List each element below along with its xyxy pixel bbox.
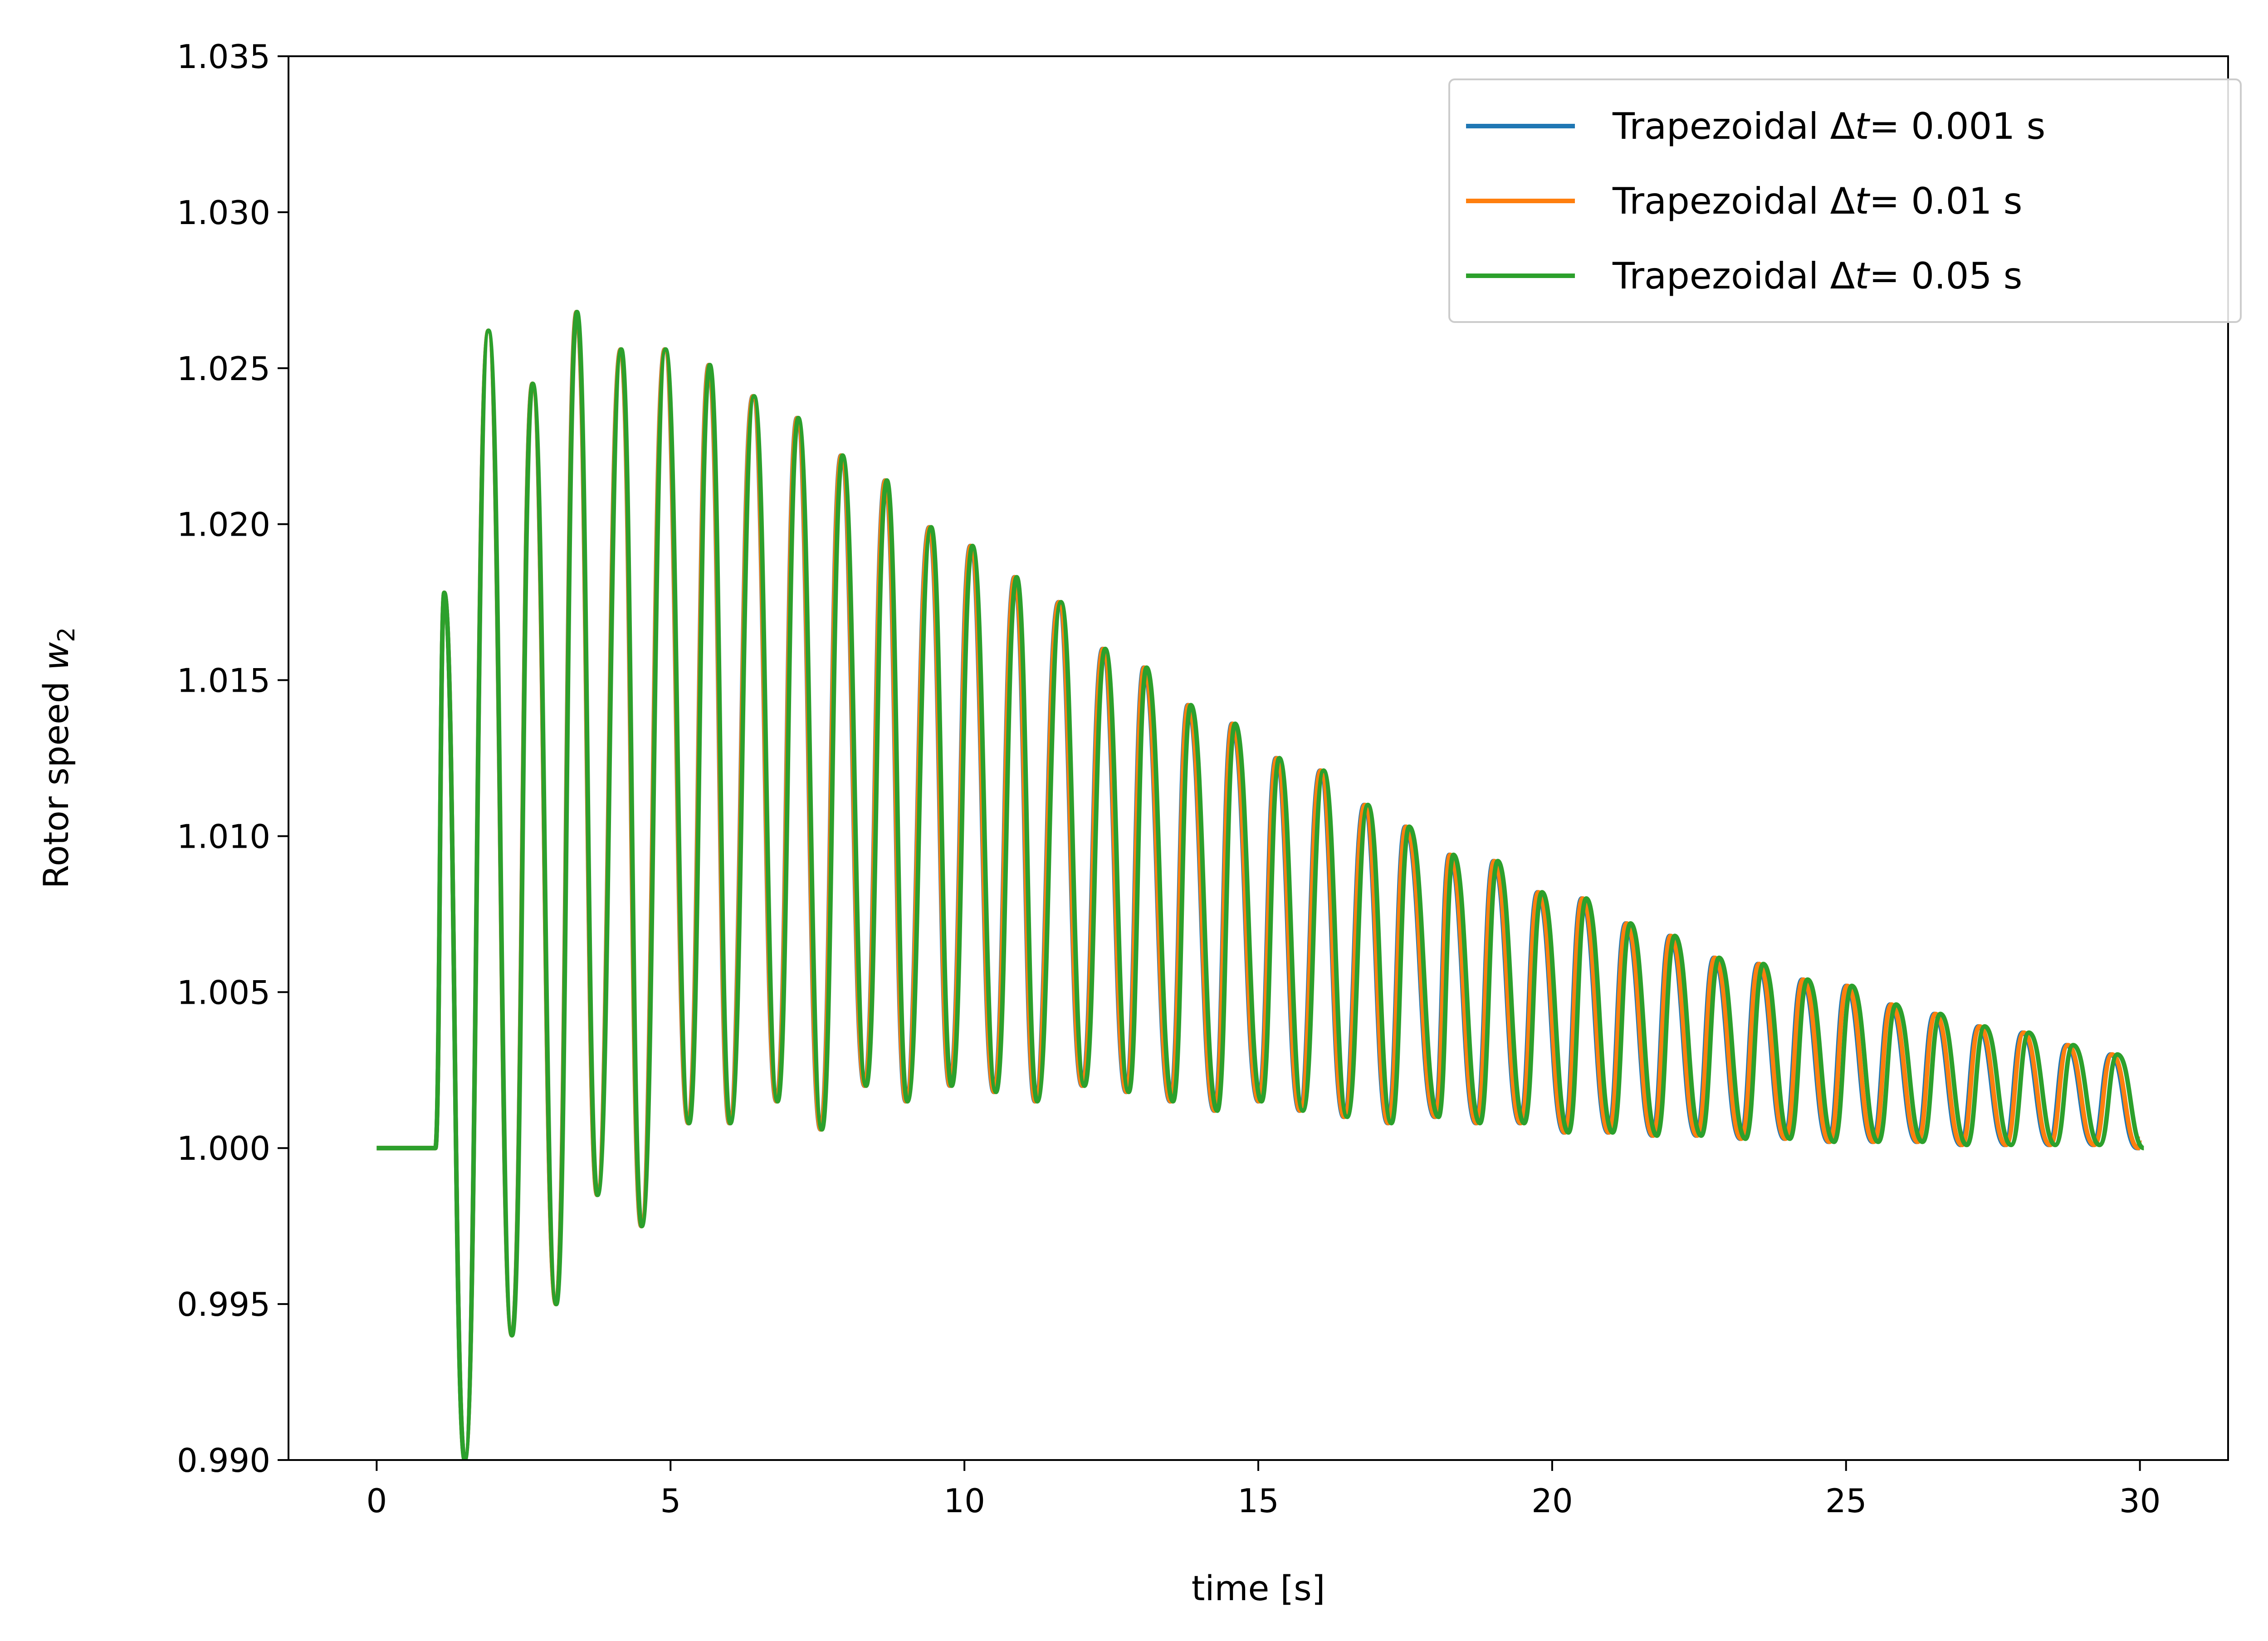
y-axis-label-variable: w — [36, 642, 76, 670]
x-tick-label: 25 — [1825, 1482, 1867, 1520]
legend-label-2: Trapezoidal Δt= 0.01 s — [1612, 180, 2022, 222]
y-axis-label-prefix: Rotor speed — [36, 670, 76, 889]
x-axis-label: time [s] — [1192, 1568, 1325, 1608]
legend: Trapezoidal Δt= 0.001 s Trapezoidal Δt= 0… — [1448, 78, 2242, 323]
x-tick-label: 15 — [1237, 1482, 1279, 1520]
y-axis-label: Rotor speed w2 — [36, 627, 80, 889]
legend-box — [1448, 78, 2242, 323]
y-axis-label-subscript: 2 — [53, 627, 80, 642]
x-tick-label: 0 — [366, 1482, 387, 1520]
y-tick-label: 1.020 — [177, 506, 270, 544]
x-tick-label: 10 — [943, 1482, 985, 1520]
y-tick-label: 1.015 — [177, 662, 270, 700]
series-line-3 — [376, 310, 2145, 1460]
y-tick-label: 1.035 — [177, 38, 270, 76]
y-tick-label: 1.010 — [177, 817, 270, 855]
series-layer — [376, 310, 2145, 1460]
x-axis: 0 5 10 15 20 25 30 — [366, 1460, 2160, 1520]
x-tick-label: 30 — [2119, 1482, 2161, 1520]
x-tick-label: 20 — [1531, 1482, 1573, 1520]
y-tick-label: 0.990 — [177, 1441, 270, 1480]
legend-label-3: Trapezoidal Δt= 0.05 s — [1612, 255, 2022, 297]
legend-label-1: Trapezoidal Δt= 0.001 s — [1612, 105, 2045, 147]
x-tick-label: 5 — [660, 1482, 681, 1520]
y-tick-label: 0.995 — [177, 1285, 270, 1324]
y-tick-label: 1.000 — [177, 1129, 270, 1167]
y-tick-label: 1.005 — [177, 973, 270, 1011]
y-axis: 0.990 0.995 1.000 1.005 1.010 1.015 1.020 1.025… — [177, 38, 288, 1480]
y-tick-label: 1.030 — [177, 194, 270, 232]
y-tick-label: 1.025 — [177, 350, 270, 388]
